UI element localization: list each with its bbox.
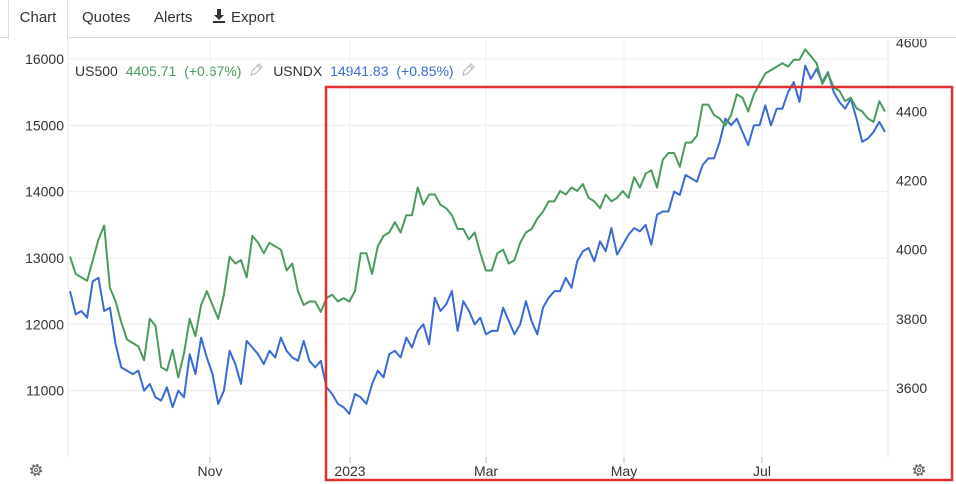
left-axis-tick-label: 13000 (25, 250, 64, 266)
right-axis-tick-label: 3600 (896, 380, 927, 396)
legend-us500-value: 4405.71 (125, 63, 177, 79)
export-label: Export (231, 9, 275, 26)
right-axis-tick-label: 4600 (896, 39, 927, 50)
highlight-rectangle (324, 85, 954, 482)
x-axis-tick-label: May (611, 463, 637, 479)
legend-usndx-value: 14941.83 (330, 63, 389, 79)
chart-grid (67, 39, 889, 463)
right-axis-tick-label: 4200 (896, 173, 927, 189)
pencil-icon[interactable] (249, 63, 264, 77)
gear-icon[interactable] (28, 462, 44, 478)
x-axis-tick-label: 2023 (334, 463, 365, 479)
left-axis-ticks: 11000 12000 13000 14000 15000 16000 (25, 51, 64, 399)
legend-usndx-change: (+0.85%) (396, 63, 454, 79)
left-axis-tick-label: 15000 (25, 117, 64, 133)
x-axis-ticks: Nov 2023 Mar May Jul (198, 463, 771, 479)
left-axis-tick-label: 12000 (25, 316, 64, 332)
x-axis-tick-label: Mar (474, 463, 498, 479)
right-axis-ticks: 3600 3800 4000 4200 4400 4600 (896, 39, 927, 396)
tab-quotes[interactable]: Quotes (82, 9, 131, 26)
x-axis-tick-label: Nov (198, 463, 223, 479)
tab-chart[interactable]: Chart (8, 0, 68, 39)
gear-icon[interactable] (911, 462, 927, 478)
left-axis-tick-label: 11000 (26, 383, 64, 399)
left-axis-tick-label: 14000 (25, 184, 64, 200)
legend-us500-symbol: US500 (75, 63, 118, 79)
right-axis-tick-label: 4000 (896, 242, 927, 258)
export-button[interactable]: Export (212, 0, 274, 38)
download-icon (213, 9, 225, 23)
right-axis-tick-label: 3800 (896, 311, 927, 327)
legend-usndx-symbol: USNDX (273, 63, 323, 79)
right-axis-tick-label: 4400 (896, 104, 927, 120)
series-line-usndx (69, 64, 886, 415)
legend-us500-change: (+0.67%) (184, 63, 242, 79)
tab-bar: Chart Quotes Alerts Export (0, 0, 956, 39)
left-axis-tick-label: 16000 (25, 51, 64, 67)
line-chart[interactable]: 11000 12000 13000 14000 15000 16000 3600 3800 4… (0, 39, 956, 484)
chart-legend: US500 4405.71 (+0.67%) USNDX 14941.83 (+… (75, 63, 481, 79)
tab-alerts[interactable]: Alerts (154, 9, 193, 26)
chart-series (69, 48, 886, 415)
pencil-icon[interactable] (461, 63, 476, 77)
x-axis-tick-label: Jul (753, 463, 771, 479)
series-line-us500 (69, 48, 886, 379)
